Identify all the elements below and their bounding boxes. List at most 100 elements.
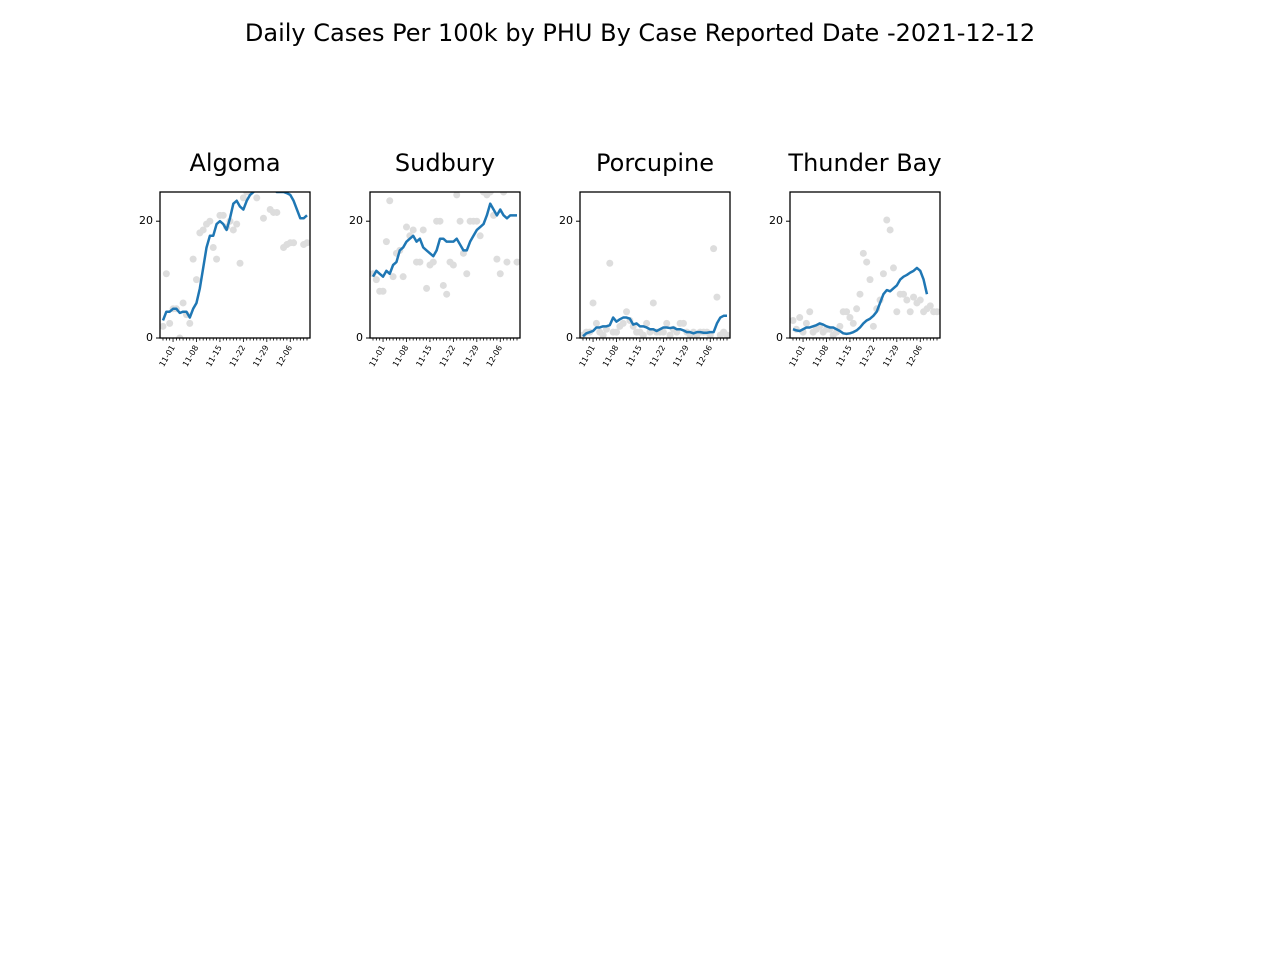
- scatter-point: [513, 258, 520, 266]
- scatter-point: [162, 270, 170, 278]
- scatter-point: [889, 264, 897, 272]
- scatter-point: [206, 217, 214, 225]
- scatter-point: [500, 192, 508, 196]
- scatter-point: [179, 299, 187, 307]
- scatter-point: [253, 194, 261, 202]
- scatter-point: [869, 322, 877, 330]
- subplot-title: Thunder Bay: [787, 149, 941, 177]
- y-tick-label: 0: [776, 331, 783, 344]
- scatter-point: [189, 255, 197, 263]
- y-tick-label: 0: [356, 331, 363, 344]
- scatter-point: [619, 319, 627, 327]
- axes-frame: [579, 191, 731, 339]
- y-tick-label: 20: [139, 214, 153, 227]
- scatter-point: [416, 258, 424, 266]
- scatter-point: [796, 314, 804, 322]
- scatter-point: [926, 302, 934, 310]
- scatter-point: [399, 273, 407, 281]
- scatter-point: [883, 216, 891, 224]
- scatter-point: [933, 308, 940, 316]
- y-tick-label: 20: [559, 214, 573, 227]
- scatter-point: [612, 328, 620, 336]
- scatter-point: [503, 258, 511, 266]
- plot-area: [370, 192, 520, 298]
- scatter-point: [649, 299, 657, 307]
- scatter-point: [663, 319, 671, 327]
- plot-area: [580, 245, 730, 338]
- y-tick-label: 20: [349, 214, 363, 227]
- scatter-point: [456, 217, 464, 225]
- scatter-point: [382, 238, 390, 246]
- scatter-point: [409, 226, 417, 234]
- axes-frame: [789, 191, 941, 339]
- scatter-point: [192, 276, 200, 284]
- scatter-point: [906, 308, 914, 316]
- scatter-point: [166, 319, 174, 327]
- scatter-point: [639, 331, 647, 338]
- scatter-point: [866, 276, 874, 284]
- scatter-point: [219, 211, 227, 219]
- scatter-point: [486, 192, 494, 196]
- scatter-point: [893, 308, 901, 316]
- axes-frame: [159, 191, 311, 339]
- scatter-point: [856, 290, 864, 298]
- scatter-point: [186, 319, 194, 327]
- scatter-point: [259, 214, 267, 222]
- scatter-point: [589, 299, 597, 307]
- scatter-point: [463, 270, 471, 278]
- scatter-point: [209, 243, 217, 251]
- scatter-point: [449, 261, 457, 269]
- scatter-point: [436, 217, 444, 225]
- scatter-point: [423, 284, 431, 292]
- axes-frame: [369, 191, 521, 339]
- scatter-point: [273, 208, 281, 216]
- scatter-point: [863, 258, 871, 266]
- scatter-point: [886, 226, 894, 234]
- scatter-point: [666, 331, 674, 338]
- scatter-point: [290, 239, 298, 247]
- scatter-point: [903, 296, 911, 304]
- scatter-point: [443, 290, 451, 298]
- scatter-point: [496, 270, 504, 278]
- plot-area: [790, 216, 940, 338]
- scatter-point: [176, 334, 184, 338]
- subplot-title: Sudbury: [395, 149, 495, 177]
- plot-area: [160, 192, 310, 338]
- scatter-point: [389, 273, 397, 281]
- scatter-point: [806, 308, 814, 316]
- scatter-point: [386, 197, 394, 205]
- scatter-point: [723, 331, 730, 338]
- scatter-point: [713, 293, 721, 301]
- scatter-point: [229, 226, 237, 234]
- scatter-point: [160, 322, 167, 330]
- scatter-point: [372, 276, 380, 284]
- scatter-point: [879, 270, 887, 278]
- scatter-point: [439, 281, 447, 289]
- scatter-point: [592, 319, 600, 327]
- scatter-point: [623, 308, 631, 316]
- scatter-point: [199, 226, 207, 234]
- scatter-point: [853, 305, 861, 313]
- scatter-point: [859, 249, 867, 257]
- scatter-point: [379, 287, 387, 295]
- scatter-point: [659, 328, 667, 336]
- scatter-point: [916, 296, 924, 304]
- scatter-point: [846, 314, 854, 322]
- scatter-point: [836, 322, 844, 330]
- scatter-point: [493, 255, 501, 263]
- trend-line: [582, 314, 727, 338]
- scatter-point: [843, 308, 851, 316]
- scatter-point: [476, 232, 484, 240]
- scatter-point: [473, 217, 481, 225]
- scatter-point: [790, 316, 797, 324]
- figure-title: Daily Cases Per 100k by PHU By Case Repo…: [245, 19, 1035, 47]
- scatter-point: [429, 258, 437, 266]
- scatter-point: [710, 245, 718, 253]
- scatter-point: [643, 319, 651, 327]
- scatter-point: [900, 290, 908, 298]
- scatter-point: [419, 226, 427, 234]
- scatter-point: [402, 223, 410, 231]
